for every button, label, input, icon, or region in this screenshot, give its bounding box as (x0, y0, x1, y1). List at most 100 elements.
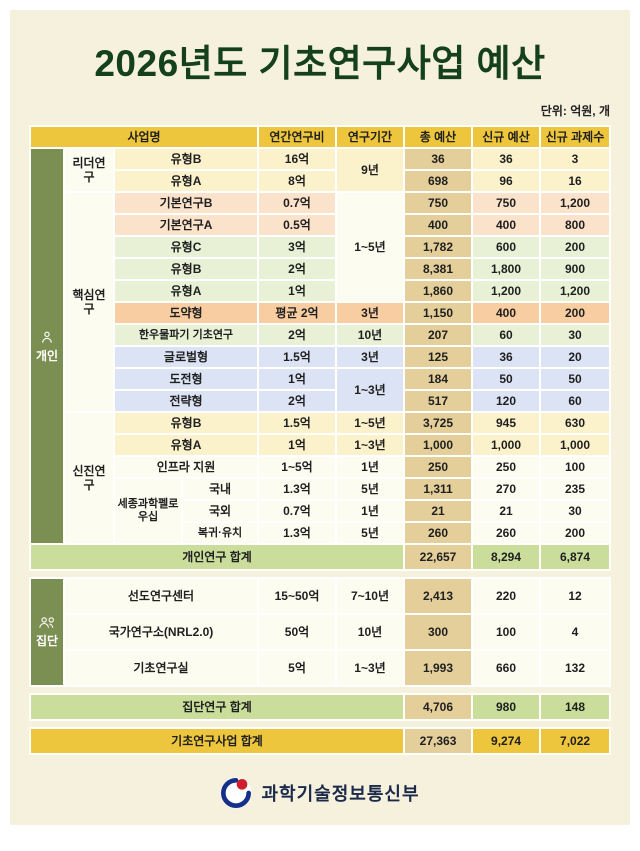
new-count-cell: 30 (539, 323, 611, 348)
new-count-cell: 12 (539, 577, 611, 616)
annual-cost-cell: 0.5억 (257, 213, 337, 238)
total-budget-cell: 1,860 (403, 279, 473, 304)
period-cell: 1~3년 (335, 367, 405, 414)
period-cell: 3년 (335, 301, 405, 326)
msit-logo-icon (221, 778, 252, 809)
individual-total-new-count: 6,874 (539, 543, 611, 572)
program-name-cell: 전략형 (113, 389, 259, 414)
total-budget-cell: 207 (403, 323, 473, 348)
page-title: 2026년도 기초연구사업 예산 (94, 43, 546, 84)
total-budget-cell: 1,150 (403, 301, 473, 326)
total-budget-cell: 125 (403, 345, 473, 370)
program-name-cell: 도전형 (113, 367, 259, 392)
total-budget-cell: 3,725 (403, 411, 473, 436)
program-name-cell: 복귀·유치 (181, 521, 259, 546)
program-name-cell: 선도연구센터 (62, 577, 260, 616)
annual-cost-cell: 3억 (257, 235, 337, 260)
program-name-cell: 유형A (113, 433, 259, 458)
program-name-cell: 기본연구A (113, 213, 259, 238)
group-total-budget: 4,706 (403, 693, 473, 722)
people-icon (39, 617, 54, 629)
group-total-new-count: 148 (539, 693, 611, 722)
new-budget-cell: 1,000 (471, 433, 541, 458)
new-count-cell: 1,200 (539, 279, 611, 304)
new-budget-cell: 1,800 (471, 257, 541, 282)
individual-research-table: 사업명 연간연구비 연구기간 총 예산 신규 예산 신규 과제수 개인 (29, 125, 611, 572)
new-budget-cell: 21 (471, 499, 541, 524)
new-count-cell: 20 (539, 345, 611, 370)
program-name-cell: 도약형 (113, 301, 259, 326)
new-count-cell: 1,200 (539, 191, 611, 216)
new-count-cell: 4 (539, 613, 611, 652)
group-total-label: 집단연구 합계 (28, 693, 406, 722)
group-total-new-budget: 980 (471, 693, 541, 722)
new-count-cell: 30 (539, 499, 611, 524)
total-budget-cell: 517 (403, 389, 473, 414)
annual-cost-cell: 평균 2억 (257, 301, 337, 326)
new-budget-cell: 96 (471, 169, 541, 194)
new-budget-cell: 750 (471, 191, 541, 216)
new-budget-cell: 1,200 (471, 279, 541, 304)
program-name-cell: 유형B (113, 147, 259, 172)
new-count-cell: 1,000 (539, 433, 611, 458)
new-budget-cell: 260 (471, 521, 541, 546)
period-cell: 1~5년 (335, 191, 405, 304)
period-cell: 1년 (335, 499, 405, 524)
new-budget-cell: 600 (471, 235, 541, 260)
period-cell: 1~3년 (335, 649, 405, 688)
new-budget-cell: 270 (471, 477, 541, 502)
overall-total-new-budget: 9,274 (471, 727, 542, 756)
annual-cost-cell: 1억 (257, 367, 337, 392)
header-new-budget: 신규 예산 (471, 125, 541, 150)
annual-cost-cell: 2억 (257, 389, 337, 414)
program-name-cell: 국가연구소(NRL2.0) (62, 613, 260, 652)
new-count-cell: 800 (539, 213, 611, 238)
annual-cost-cell: 2억 (257, 257, 337, 282)
period-cell: 9년 (335, 147, 405, 194)
period-cell: 10년 (335, 613, 405, 652)
annual-cost-cell: 1.5억 (257, 345, 337, 370)
period-cell: 5년 (335, 477, 405, 502)
new-count-cell: 200 (539, 521, 611, 546)
total-budget-cell: 36 (403, 147, 473, 172)
ministry-name: 과학기술정보통신부 (261, 784, 420, 805)
program-name-cell: 인프라 지원 (113, 455, 259, 480)
program-name-cell: 유형B (113, 411, 259, 436)
header-new-count: 신규 과제수 (539, 125, 611, 150)
program-name-cell: 글로벌형 (113, 345, 259, 370)
program-name-cell: 유형A (113, 169, 259, 194)
annual-cost-cell: 1.3억 (257, 521, 337, 546)
annual-cost-cell: 15~50억 (257, 577, 337, 616)
period-cell: 5년 (335, 521, 405, 546)
annual-cost-cell: 8억 (257, 169, 337, 194)
program-name-cell: 한우물파기 기초연구 (113, 323, 259, 348)
total-budget-cell: 21 (403, 499, 473, 524)
period-cell: 3년 (335, 345, 405, 370)
annual-cost-cell: 2억 (257, 323, 337, 348)
period-cell: 7~10년 (335, 577, 405, 616)
total-budget-cell: 400 (403, 213, 473, 238)
new-count-cell: 630 (539, 411, 611, 436)
header-period: 연구기간 (335, 125, 405, 150)
overall-total-row: 기초연구사업 합계 27,363 9,274 7,022 (28, 727, 612, 756)
category-individual: 개인 (29, 147, 65, 546)
footer: 과학기술정보통신부 (10, 777, 630, 809)
category-group-label: 집단 (35, 634, 59, 649)
program-name-cell: 국외 (181, 499, 259, 524)
annual-cost-cell: 50억 (257, 613, 337, 652)
new-count-cell: 3 (539, 147, 611, 172)
period-cell: 1~3년 (335, 433, 405, 458)
header-annual-cost: 연간연구비 (257, 125, 337, 150)
new-budget-cell: 36 (471, 345, 541, 370)
total-budget-cell: 1,000 (403, 433, 473, 458)
annual-cost-cell: 1억 (257, 433, 337, 458)
annual-cost-cell: 5억 (257, 649, 337, 688)
new-budget-cell: 400 (471, 301, 541, 326)
subgroup-young: 신진연구 (63, 411, 115, 546)
program-name-cell: 유형B (113, 257, 259, 282)
new-budget-cell: 220 (471, 577, 541, 616)
annual-cost-cell: 16억 (257, 147, 337, 172)
subgroup-core: 핵심연구 (63, 191, 115, 414)
program-name-cell: 국내 (181, 477, 259, 502)
